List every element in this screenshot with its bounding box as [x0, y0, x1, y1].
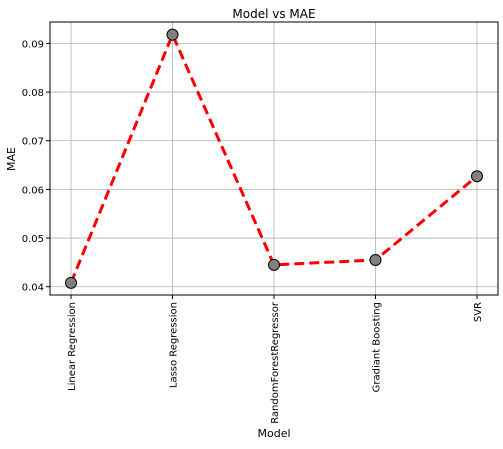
data-point [65, 276, 77, 289]
plot-frame [49, 21, 499, 296]
x-tick-label: Linear Regression [67, 302, 78, 391]
chart-title: Model vs MAE [232, 7, 315, 21]
data-point [166, 28, 179, 41]
y-tick-label: 0.04 [22, 283, 44, 294]
y-axis-label: MAE [5, 147, 18, 171]
data-point [268, 258, 280, 271]
data-point [369, 253, 382, 266]
series-line [65, 28, 483, 289]
y-tick-label: 0.06 [22, 185, 44, 196]
y-tick-label: 0.09 [22, 39, 44, 50]
data-point [471, 170, 483, 183]
y-tick-label: 0.05 [22, 234, 44, 245]
x-axis: Linear Regression Lasso Regression RandomF… [67, 295, 484, 424]
x-tick-label: RandomForestRegressor [270, 301, 281, 424]
y-tick-label: 0.08 [22, 88, 44, 99]
grid [50, 22, 498, 295]
x-tick-label: Lasso Regression [169, 302, 180, 388]
x-tick-label: SVR [473, 302, 484, 322]
x-tick-label: Gradiant Boosting [372, 302, 383, 392]
x-axis-label: Model [257, 427, 290, 440]
y-axis: 0.04 0.05 0.06 0.07 0.08 0.09 [22, 39, 50, 294]
y-tick-label: 0.07 [22, 137, 44, 148]
